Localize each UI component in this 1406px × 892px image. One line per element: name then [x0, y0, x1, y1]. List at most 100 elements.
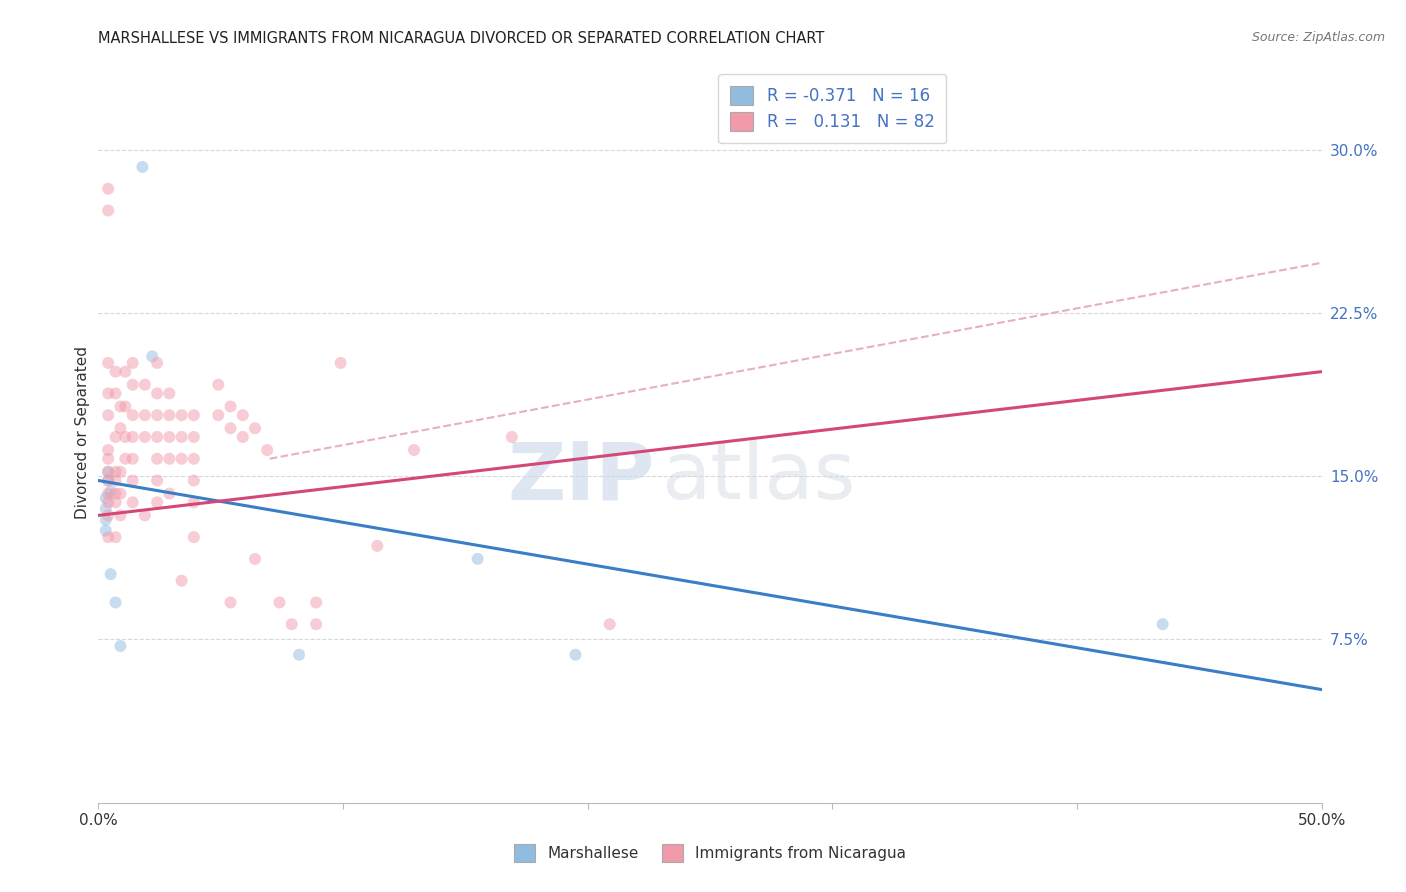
Point — [100, 567, 122, 582]
Point — [183, 530, 205, 544]
Point — [146, 495, 169, 509]
Point — [121, 451, 143, 466]
Point — [121, 495, 143, 509]
Point — [170, 408, 193, 422]
Point — [110, 400, 132, 414]
Point — [100, 484, 122, 499]
Point — [94, 491, 117, 505]
Point — [121, 474, 143, 488]
Point — [121, 356, 143, 370]
Point — [146, 356, 169, 370]
Point — [114, 400, 136, 414]
Point — [157, 451, 180, 466]
Legend: Marshallese, Immigrants from Nicaragua: Marshallese, Immigrants from Nicaragua — [506, 837, 914, 869]
Point — [97, 508, 120, 523]
Point — [501, 430, 523, 444]
Point — [104, 530, 127, 544]
Text: Source: ZipAtlas.com: Source: ZipAtlas.com — [1251, 31, 1385, 45]
Point — [134, 508, 156, 523]
Point — [146, 474, 169, 488]
Point — [170, 451, 193, 466]
Point — [110, 486, 132, 500]
Point — [146, 386, 169, 401]
Point — [121, 377, 143, 392]
Point — [114, 365, 136, 379]
Point — [183, 451, 205, 466]
Point — [564, 648, 586, 662]
Point — [157, 408, 180, 422]
Point — [402, 443, 425, 458]
Point — [157, 486, 180, 500]
Point — [280, 617, 302, 632]
Point — [243, 552, 266, 566]
Text: MARSHALLESE VS IMMIGRANTS FROM NICARAGUA DIVORCED OR SEPARATED CORRELATION CHART: MARSHALLESE VS IMMIGRANTS FROM NICARAGUA… — [98, 31, 825, 46]
Point — [104, 365, 127, 379]
Point — [97, 408, 120, 422]
Point — [599, 617, 621, 632]
Point — [97, 465, 120, 479]
Text: ZIP: ZIP — [508, 438, 655, 516]
Point — [305, 595, 328, 609]
Point — [104, 386, 127, 401]
Point — [94, 524, 117, 538]
Point — [97, 451, 120, 466]
Point — [467, 552, 489, 566]
Point — [104, 595, 127, 609]
Point — [256, 443, 278, 458]
Point — [219, 400, 242, 414]
Point — [243, 421, 266, 435]
Point — [183, 474, 205, 488]
Point — [146, 408, 169, 422]
Point — [97, 386, 120, 401]
Point — [183, 408, 205, 422]
Point — [97, 203, 120, 218]
Point — [134, 377, 156, 392]
Point — [269, 595, 291, 609]
Point — [305, 617, 328, 632]
Point — [141, 350, 163, 364]
Point — [97, 530, 120, 544]
Point — [104, 495, 127, 509]
Point — [114, 430, 136, 444]
Point — [97, 465, 120, 479]
Point — [97, 182, 120, 196]
Point — [104, 465, 127, 479]
Point — [232, 408, 254, 422]
Point — [121, 430, 143, 444]
Point — [97, 356, 120, 370]
Point — [232, 430, 254, 444]
Point — [110, 465, 132, 479]
Point — [329, 356, 352, 370]
Point — [157, 386, 180, 401]
Point — [183, 495, 205, 509]
Point — [97, 486, 120, 500]
Point — [94, 513, 117, 527]
Point — [97, 474, 120, 488]
Point — [170, 574, 193, 588]
Point — [97, 443, 120, 458]
Point — [288, 648, 311, 662]
Text: atlas: atlas — [661, 438, 855, 516]
Point — [207, 408, 229, 422]
Point — [366, 539, 388, 553]
Point — [110, 508, 132, 523]
Point — [170, 430, 193, 444]
Point — [104, 474, 127, 488]
Point — [114, 451, 136, 466]
Point — [146, 430, 169, 444]
Point — [110, 421, 132, 435]
Point — [94, 501, 117, 516]
Point — [131, 160, 153, 174]
Point — [97, 474, 120, 488]
Point — [134, 408, 156, 422]
Point — [121, 408, 143, 422]
Point — [183, 430, 205, 444]
Point — [104, 486, 127, 500]
Point — [104, 430, 127, 444]
Point — [219, 595, 242, 609]
Point — [97, 495, 120, 509]
Point — [207, 377, 229, 392]
Point — [1152, 617, 1174, 632]
Point — [134, 430, 156, 444]
Point — [219, 421, 242, 435]
